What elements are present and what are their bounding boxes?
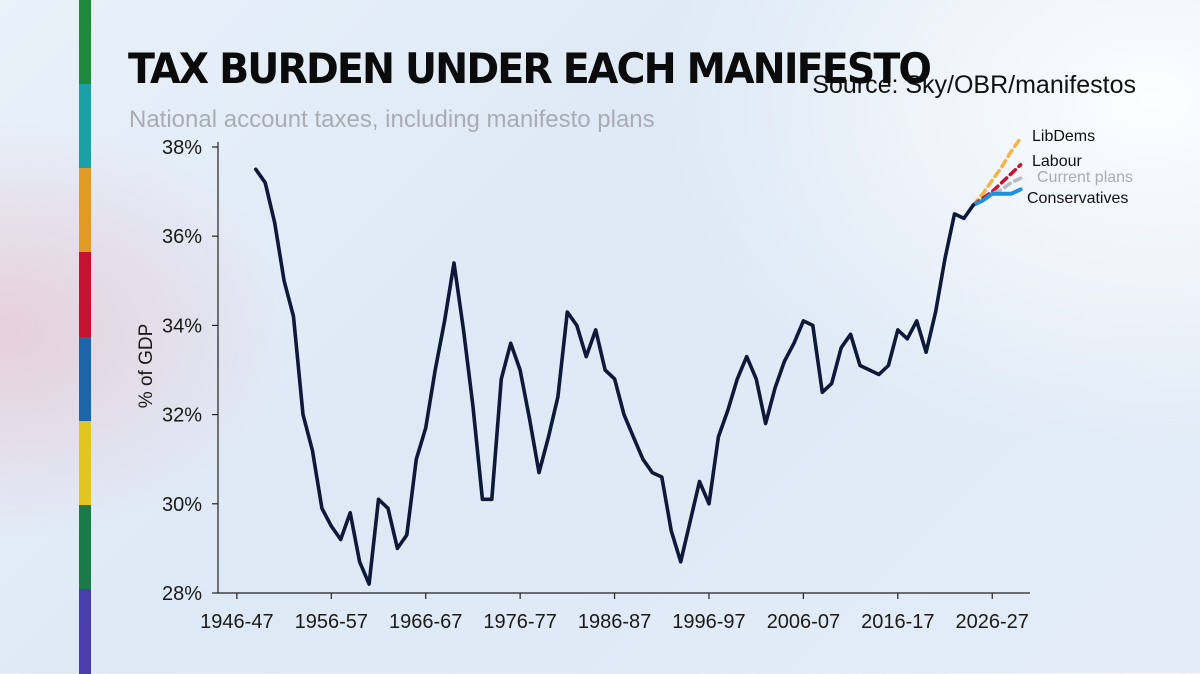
x-tick-label: 1986-87: [578, 611, 651, 633]
y-axis-label: % of GDP: [136, 324, 157, 408]
chart-subtitle: National account taxes, including manife…: [129, 106, 655, 133]
x-tick-label: 1966-67: [389, 611, 462, 633]
y-tick-label: 38%: [162, 137, 202, 159]
page-title: TAX BURDEN UNDER EACH MANIFESTO: [128, 44, 932, 93]
axes: [217, 142, 1030, 594]
source-credit: Source: Sky/OBR/manifestos: [812, 71, 1136, 99]
series-line-libdems: [971, 136, 1023, 207]
y-tick-label: 28%: [162, 583, 202, 605]
stripe-segment: [79, 252, 91, 338]
series-line-current-plans: [971, 176, 1023, 207]
y-ticks: 28% 30% 32% 34% 36% 38%: [162, 137, 218, 605]
series-lines: [254, 136, 1023, 586]
x-tick-label: 1946-47: [200, 611, 273, 633]
y-tick-label: 32%: [162, 405, 202, 427]
series-line-conservatives: [971, 187, 1023, 207]
series-label-labour: Labour: [1032, 153, 1082, 170]
stripe-segment: [79, 504, 91, 590]
series-label-current-plans: Current plans: [1037, 169, 1133, 186]
x-tick-label: 2016-17: [861, 611, 934, 633]
stripe-segment: [79, 0, 91, 86]
series-label-libdems: LibDems: [1032, 128, 1095, 145]
x-tick-label: 1976-77: [483, 611, 556, 633]
series-line-outturn: [254, 167, 976, 586]
y-tick-label: 34%: [162, 315, 202, 337]
stripe-segment: [79, 588, 91, 674]
color-stripe: [79, 0, 91, 674]
stripe-segment: [79, 420, 91, 506]
x-tick-label: 2026-27: [956, 611, 1029, 633]
y-tick-label: 30%: [162, 494, 202, 516]
y-tick-label: 36%: [162, 226, 202, 248]
x-tick-label: 1956-57: [295, 611, 368, 633]
x-tick-label: 1996-97: [672, 611, 745, 633]
x-ticks: 1946-47 1956-57 1966-67 1976-77 1986-87 1996-…: [200, 593, 1029, 633]
series-line-labour: [971, 163, 1023, 207]
stripe-segment: [79, 336, 91, 422]
stripe-segment: [79, 168, 91, 254]
stripe-segment: [79, 84, 91, 170]
series-label-conservatives: Conservatives: [1027, 190, 1128, 207]
x-tick-label: 2006-07: [767, 611, 840, 633]
